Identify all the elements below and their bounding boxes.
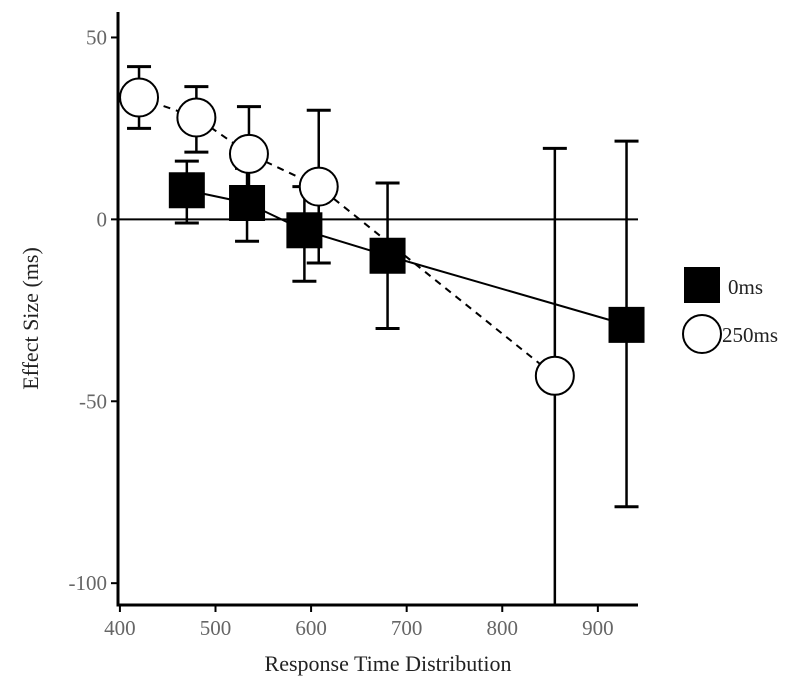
point-0ms xyxy=(168,172,205,209)
x-axis-title: Response Time Distribution xyxy=(265,651,512,676)
legend-250ms-marker xyxy=(682,314,722,354)
point-0ms xyxy=(369,237,406,274)
legend-250ms-label: 250ms xyxy=(722,323,778,347)
legend: 0ms 250ms xyxy=(682,267,778,354)
y-tick-label: -100 xyxy=(69,571,108,595)
point-250ms xyxy=(119,77,160,118)
point-250ms xyxy=(534,355,575,396)
y-tick-label: 50 xyxy=(86,25,107,49)
legend-0ms-marker xyxy=(684,267,720,303)
x-tick-label: 600 xyxy=(295,616,327,640)
series-line-250ms xyxy=(138,96,556,377)
point-0ms xyxy=(229,184,266,221)
x-tick-label: 800 xyxy=(487,616,519,640)
x-tick-label: 400 xyxy=(104,616,136,640)
point-0ms xyxy=(608,306,645,343)
x-tick-label: 700 xyxy=(391,616,423,640)
y-tick-label: -50 xyxy=(79,389,107,413)
y-tick-label: 0 xyxy=(97,207,108,231)
point-250ms xyxy=(228,133,269,174)
x-tick-label: 500 xyxy=(200,616,232,640)
point-250ms xyxy=(298,166,339,207)
y-axis-title: Effect Size (ms) xyxy=(18,247,43,390)
point-250ms xyxy=(176,97,217,138)
point-0ms xyxy=(286,212,323,249)
legend-0ms-label: 0ms xyxy=(728,275,763,299)
x-tick-label: 900 xyxy=(582,616,614,640)
